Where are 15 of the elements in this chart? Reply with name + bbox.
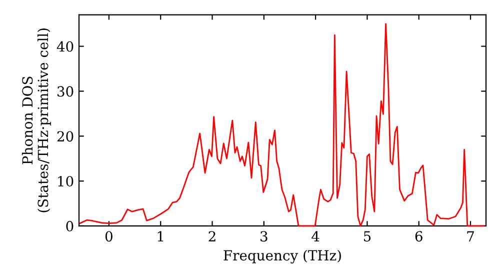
x-tick-label: 5: [364, 231, 371, 242]
x-tick-label: 6: [415, 231, 422, 242]
x-tick-label: 3: [260, 231, 268, 242]
x-tick-label: 1: [158, 231, 164, 242]
y-tick-label: 40: [56, 41, 74, 52]
x-tick-label: 2: [208, 231, 216, 242]
x-axis-title: Frequency (THz): [224, 250, 341, 264]
y-tick-label: 10: [58, 176, 74, 187]
y-tick-label: 20: [57, 131, 74, 142]
y-tick-label: 30: [58, 86, 74, 97]
y-axis-title: Phonon DOS (States/THz·primitive cell): [22, 28, 51, 212]
x-tick-label: 4: [312, 231, 320, 242]
x-tick-label: 0: [105, 231, 112, 242]
x-tick-label: 7: [467, 231, 474, 242]
y-tick-label: 0: [66, 220, 74, 232]
